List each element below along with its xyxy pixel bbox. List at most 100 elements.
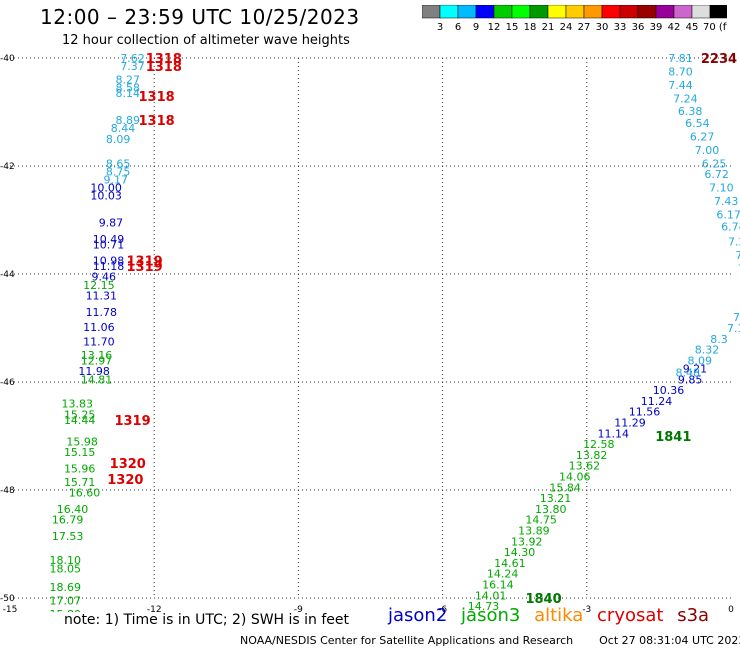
legend-altika: altika xyxy=(534,605,584,626)
wave-height-label: 8.09 xyxy=(106,133,131,146)
wave-height-label: 11.70 xyxy=(83,336,115,349)
legend-jason2: jason2 xyxy=(388,605,448,626)
footnote: note: 1) Time is in UTC; 2) SWH is in fe… xyxy=(64,612,350,628)
wave-height-label: 8.89 xyxy=(116,114,141,127)
satellite-legend: jason2 jason3 altika cryosat s3a xyxy=(388,605,717,626)
wave-height-label: 16.60 xyxy=(69,487,101,500)
x-tick-label: -9 xyxy=(294,605,303,612)
altimeter-chart: -15 -12 -9 -6 -3 0 -40 -42 -44 -46 -48 -50 10.0010.0… xyxy=(0,52,740,612)
wave-height-label: 10.98 xyxy=(93,255,125,268)
wave-height-label: 14.61 xyxy=(494,557,526,570)
wave-height-label: 10.49 xyxy=(93,233,125,246)
wave-height-label: 7.10 xyxy=(709,182,734,195)
wave-height-label: 16.40 xyxy=(57,503,89,516)
pass-time-label: 1320 xyxy=(110,457,146,472)
wave-height-label: 9.21 xyxy=(683,363,708,376)
wave-height-label: 18.05 xyxy=(50,562,82,575)
wave-height-label: 8.3 xyxy=(710,333,728,346)
wave-height-label: 7.43 xyxy=(714,195,739,208)
wave-height-label: 7. xyxy=(738,263,740,276)
wave-height-label: 6.72 xyxy=(704,168,729,181)
y-tick-label: -50 xyxy=(0,594,15,604)
y-tick-label: -46 xyxy=(0,378,15,388)
x-tick-label: -6 xyxy=(438,605,447,612)
wave-height-label: 14.06 xyxy=(559,471,591,484)
wave-height-label: 8.65 xyxy=(106,157,131,170)
pass-time-label: 1319 xyxy=(126,255,162,270)
x-tick-label: -15 xyxy=(3,605,18,612)
wave-height-label: 6.74 xyxy=(721,220,740,233)
x-tick-label: -3 xyxy=(582,605,591,612)
wave-height-label: 18.69 xyxy=(50,581,82,594)
wave-height-label: 11.06 xyxy=(83,321,115,334)
pass-time-label: 1840 xyxy=(525,592,561,607)
pass-time-label: 1318 xyxy=(139,90,175,105)
wave-height-label: 7.24 xyxy=(673,93,698,106)
chart-subtitle: 12 hour collection of altimeter wave hei… xyxy=(62,33,350,48)
legend-jason3: jason3 xyxy=(461,605,521,626)
wave-height-label: 13.92 xyxy=(511,535,543,548)
wave-height-label: 8.58 xyxy=(116,82,141,95)
credits: NOAA/NESDIS Center for Satellite Applica… xyxy=(240,634,740,647)
wave-height-label: 8.32 xyxy=(695,344,720,357)
y-tick-label: -44 xyxy=(0,270,15,280)
wave-height-label: 6.27 xyxy=(690,130,715,143)
colorbar-tick-label: 33 xyxy=(614,22,627,33)
wave-height-label: 7.00 xyxy=(695,144,720,157)
wave-height-label: 7.62 xyxy=(120,52,145,65)
colorbar-tick-label: 6 xyxy=(455,22,461,33)
wave-height-label: 17.07 xyxy=(50,595,82,608)
credit-timestamp: Oct 27 08:31:04 UTC 2023 xyxy=(599,634,740,647)
wave-height-label: 8.70 xyxy=(668,66,693,79)
wave-height-label: 8.14 xyxy=(116,87,141,100)
colorbar-tick-label: 24 xyxy=(560,22,573,33)
wave-height-label: 10.36 xyxy=(653,384,685,397)
wave-height-label: 15.84 xyxy=(549,481,581,494)
pass-time-label: 1320 xyxy=(107,473,143,488)
wave-height-label: 7.2 xyxy=(728,236,740,249)
wave-height-label: 6.54 xyxy=(685,117,710,130)
wave-height-label: 13.62 xyxy=(569,460,601,473)
pass-time-label: 1319 xyxy=(114,414,150,429)
wave-height-label: 14.75 xyxy=(525,514,557,527)
wave-height-label: 13.83 xyxy=(62,398,94,411)
wave-height-label: 7.37 xyxy=(120,60,145,73)
wave-height-label: 12.15 xyxy=(83,279,115,292)
colorbar-tick-label: 21 xyxy=(542,22,555,33)
pass-time-label: 1318 xyxy=(146,60,182,75)
wave-height-label: 14.81 xyxy=(81,373,113,386)
wave-height-label: 13.80 xyxy=(535,503,567,516)
colorbar-tick-label: 36 xyxy=(632,22,645,33)
pass-time-label: 2234 xyxy=(701,52,737,67)
wave-height-label: 16.14 xyxy=(482,579,514,592)
wave-height-label: 7. xyxy=(735,249,740,262)
wave-height-label: 7.81 xyxy=(668,52,693,65)
wave-height-label: 14.73 xyxy=(468,600,500,612)
wave-height-label: 11.31 xyxy=(86,290,118,303)
wave-height-label: 11.18 xyxy=(93,260,125,273)
wave-height-label: 7.44 xyxy=(668,79,693,92)
colorbar-tick-label: 12 xyxy=(488,22,501,33)
wave-height-label: 15.96 xyxy=(64,462,96,475)
wave-height-label: 15.15 xyxy=(64,446,96,459)
x-tick-label: 0 xyxy=(728,605,734,612)
wave-height-label: 8.48 xyxy=(675,366,700,379)
wave-height-label: 10.03 xyxy=(90,190,122,203)
pass-time-label: 1318 xyxy=(139,114,175,129)
wave-height-label: 8.75 xyxy=(106,165,131,178)
colorbar-swatch xyxy=(709,5,727,19)
pass-time-label: 1318 xyxy=(146,52,182,67)
wave-height-label: 9.87 xyxy=(99,217,124,230)
colorbar-tick-label: 42 xyxy=(668,22,681,33)
wave-height-label: 11.56 xyxy=(629,406,661,419)
colorbar-tick-label: 70 (ft) xyxy=(703,22,727,33)
wave-height-label: 17.53 xyxy=(52,530,84,543)
wave-height-label: 8.09 xyxy=(688,354,713,367)
wave-height-label: 8.44 xyxy=(111,122,136,135)
wave-height-label: 6.17 xyxy=(716,209,740,222)
wave-height-label: 12.58 xyxy=(583,438,615,451)
legend-s3a: s3a xyxy=(677,605,710,626)
wave-height-label: 7. xyxy=(733,311,740,324)
wave-height-label: 7.1 xyxy=(727,322,740,335)
wave-height-label: 8.27 xyxy=(116,74,141,87)
